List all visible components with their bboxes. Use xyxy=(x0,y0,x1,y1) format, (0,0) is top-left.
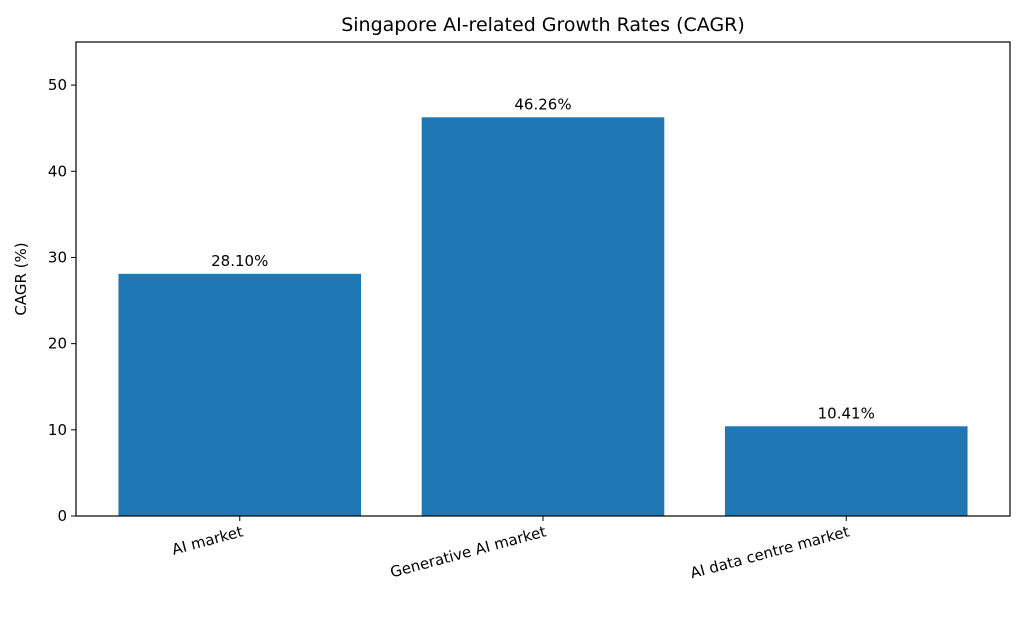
chart-title: Singapore AI-related Growth Rates (CAGR) xyxy=(341,14,745,36)
x-tick-label: AI data centre market xyxy=(688,522,851,582)
y-tick-label: 50 xyxy=(48,76,67,94)
y-tick-label: 20 xyxy=(48,335,67,353)
x-tick-label: Generative AI market xyxy=(388,522,548,581)
plot-frame xyxy=(75,41,1011,517)
data-label: 10.41% xyxy=(818,404,875,422)
y-tick-label: 10 xyxy=(48,421,67,439)
data-label: 46.26% xyxy=(514,95,571,113)
data-label: 28.10% xyxy=(211,252,268,270)
y-tick-label: 30 xyxy=(48,248,67,266)
bar xyxy=(724,426,968,516)
y-tick-label: 0 xyxy=(57,507,67,525)
x-tick-label: AI market xyxy=(170,522,245,558)
y-axis-label: CAGR (%) xyxy=(12,242,30,315)
bar xyxy=(421,117,665,516)
y-tick-label: 40 xyxy=(48,162,67,180)
bar xyxy=(118,273,362,516)
